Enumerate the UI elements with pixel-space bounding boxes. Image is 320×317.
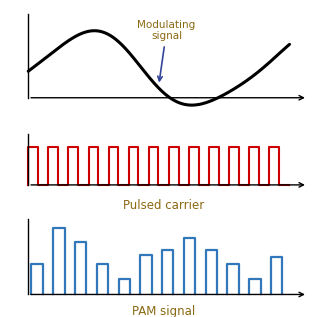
Text: PAM signal: PAM signal bbox=[132, 305, 196, 317]
Text: Modulating
signal: Modulating signal bbox=[137, 20, 196, 81]
Text: Pulsed carrier: Pulsed carrier bbox=[124, 199, 205, 212]
